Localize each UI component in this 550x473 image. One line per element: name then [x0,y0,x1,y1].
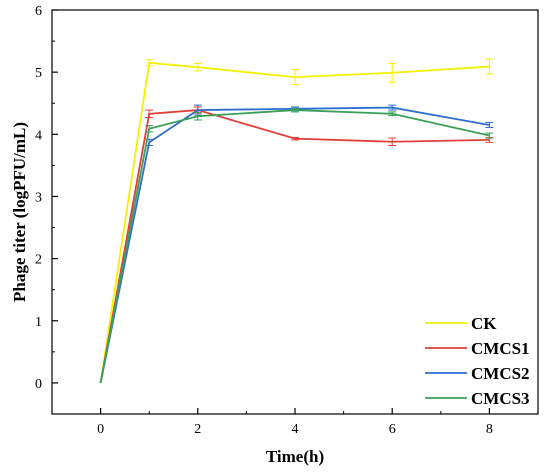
series-cmcs2 [99,104,494,384]
x-tick-label-3: 6 [389,422,396,437]
series-line-cmcs3 [99,109,490,384]
legend-item-cmcs2: CMCS2 [425,364,530,383]
legend-label: CMCS1 [471,339,530,358]
y-tick-label-6: 6 [35,4,42,19]
legend: CK CMCS1 CMCS2 CMCS3 [425,314,530,408]
error-bar [193,62,202,72]
error-bar [485,58,494,75]
error-bar [145,59,154,67]
series-line-cmcs2 [99,106,490,384]
y-tick-label-4: 4 [35,128,42,143]
error-bar [145,109,154,119]
y-tick-label-2: 2 [35,253,42,268]
series-line-ck [99,61,490,384]
error-bar [291,107,299,113]
legend-label: CMCS3 [471,389,530,408]
error-bar [145,125,154,133]
error-bar [193,112,202,121]
legend-item-cmcs3: CMCS3 [425,389,530,408]
error-bar [485,132,494,139]
x-tick-label-1: 2 [194,422,201,437]
error-bar [291,69,299,86]
error-bar [388,137,397,146]
error-bar [388,111,397,117]
x-axis-title: Time(h) [266,447,324,466]
series-cmcs1 [99,106,494,384]
y-tick-label-1: 1 [35,315,42,330]
y-axis-title: Phage titer (logPFU/mL) [10,122,29,302]
legend-label: CMCS2 [471,364,530,383]
series-line-cmcs1 [99,109,490,384]
series-ck [99,58,494,384]
y-tick-label-5: 5 [35,66,42,81]
series-cmcs3 [99,107,494,384]
y-tick-label-3: 3 [35,190,42,205]
error-bar [291,136,299,141]
x-tick-label-0: 0 [97,422,104,437]
axis-ticks: 0 2 4 6 8 0 1 2 3 4 5 6 [35,4,539,437]
x-tick-label-2: 4 [292,422,299,437]
legend-item-ck: CK [425,314,497,333]
legend-item-cmcs1: CMCS1 [425,339,530,358]
error-bar [388,62,397,83]
error-bar [388,104,397,111]
legend-label: CK [471,314,497,333]
series-layer [99,58,494,384]
error-bar [485,121,494,128]
x-tick-label-4: 8 [486,422,493,437]
y-tick-label-0: 0 [35,377,42,392]
